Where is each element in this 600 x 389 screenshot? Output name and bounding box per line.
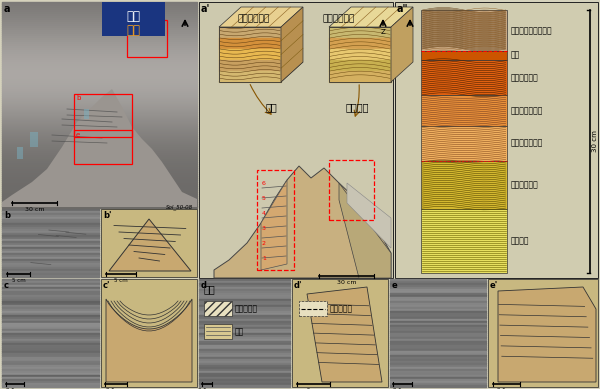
Text: Sol_50-08: Sol_50-08	[166, 204, 193, 210]
Text: b: b	[4, 211, 10, 220]
Polygon shape	[106, 299, 192, 382]
Text: 上凸的交错层理: 上凸的交错层理	[511, 139, 543, 148]
Bar	[30, 132, 38, 147]
Polygon shape	[329, 7, 413, 27]
Bar	[292, 279, 388, 387]
Polygon shape	[339, 183, 391, 278]
Text: e: e	[392, 281, 398, 290]
Text: 3: 3	[262, 226, 266, 231]
Text: c: c	[129, 22, 133, 28]
Bar	[199, 279, 388, 387]
Text: 4: 4	[262, 210, 266, 216]
Text: 5: 5	[262, 196, 266, 200]
Text: 6: 6	[262, 180, 266, 186]
Bar	[421, 60, 506, 95]
Bar	[2, 279, 99, 387]
Text: 30 cm: 30 cm	[25, 207, 44, 212]
Text: c: c	[4, 281, 9, 290]
Bar	[395, 2, 598, 278]
Bar	[199, 2, 393, 278]
Bar	[329, 160, 374, 220]
Bar	[204, 301, 232, 316]
Bar	[74, 130, 132, 164]
Text: 羽状交错层理: 羽状交错层理	[511, 73, 538, 82]
Text: 0.5 cm: 0.5 cm	[197, 388, 217, 389]
Bar	[101, 209, 197, 277]
Text: 2: 2	[262, 240, 266, 245]
Text: d: d	[201, 281, 207, 290]
Text: e': e'	[490, 281, 498, 290]
Text: 新闻: 新闻	[127, 23, 140, 37]
Text: 推测的边界: 推测的边界	[330, 304, 353, 313]
Text: 槽状交错层理: 槽状交错层理	[323, 14, 355, 23]
Text: 槽状和羽状交错层理: 槽状和羽状交错层理	[511, 26, 552, 35]
Bar	[421, 95, 506, 126]
Text: b: b	[76, 95, 80, 101]
Polygon shape	[2, 89, 197, 207]
Bar	[488, 279, 598, 387]
Text: 细粒灰尘: 细粒灰尘	[345, 102, 369, 112]
Text: 2.5 cm: 2.5 cm	[393, 388, 412, 389]
Polygon shape	[219, 7, 303, 27]
Polygon shape	[219, 62, 303, 82]
Bar	[204, 324, 232, 339]
Bar	[2, 2, 197, 207]
Bar	[257, 170, 294, 270]
Polygon shape	[109, 219, 191, 271]
Text: Z: Z	[380, 29, 385, 35]
Text: 间隙: 间隙	[511, 51, 520, 60]
Polygon shape	[281, 7, 303, 82]
Text: a": a"	[397, 4, 409, 14]
Bar	[299, 301, 327, 316]
Text: 图例: 图例	[204, 284, 216, 294]
Text: 层理: 层理	[265, 102, 277, 112]
Bar	[421, 126, 506, 161]
Text: 30 cm: 30 cm	[337, 280, 356, 285]
Polygon shape	[347, 183, 391, 248]
Bar	[199, 279, 290, 387]
Text: 2.5 cm: 2.5 cm	[107, 388, 125, 389]
Bar	[421, 10, 506, 51]
Polygon shape	[214, 166, 391, 278]
Text: 层理: 层理	[235, 327, 244, 336]
Bar	[421, 161, 506, 209]
Text: 央视: 央视	[127, 9, 140, 23]
Bar	[421, 51, 506, 60]
Text: d': d'	[294, 281, 302, 290]
Text: a: a	[4, 4, 11, 14]
Bar	[74, 94, 132, 137]
Bar	[101, 279, 197, 387]
Text: 1: 1	[262, 256, 266, 261]
Polygon shape	[261, 180, 287, 270]
Text: c': c'	[103, 281, 110, 290]
Bar	[2, 209, 99, 277]
Bar	[17, 147, 23, 159]
Bar	[390, 279, 486, 387]
Text: e: e	[76, 132, 80, 138]
Bar	[84, 109, 89, 119]
Text: 30 cm: 30 cm	[592, 131, 598, 152]
Polygon shape	[391, 7, 413, 82]
Text: 羽状交错层理: 羽状交错层理	[238, 14, 270, 23]
Text: 轮廓和界面: 轮廓和界面	[235, 304, 258, 313]
Text: 5 cm: 5 cm	[114, 278, 128, 283]
Bar	[421, 209, 506, 273]
Text: 5 cm: 5 cm	[307, 388, 320, 389]
Text: 5 cm: 5 cm	[11, 278, 25, 283]
Bar	[127, 20, 167, 57]
Polygon shape	[498, 287, 596, 382]
Polygon shape	[307, 287, 382, 382]
Text: b': b'	[103, 211, 112, 220]
Text: 水平层理: 水平层理	[511, 237, 529, 245]
Bar	[102, 2, 165, 36]
Text: 2.5 cm: 2.5 cm	[497, 388, 516, 389]
Text: 2.5 cm: 2.5 cm	[5, 388, 25, 389]
Text: a': a'	[201, 4, 211, 14]
Text: 上凸的交错层理: 上凸的交错层理	[511, 106, 543, 115]
Text: 羽状交错层理: 羽状交错层理	[511, 180, 538, 189]
